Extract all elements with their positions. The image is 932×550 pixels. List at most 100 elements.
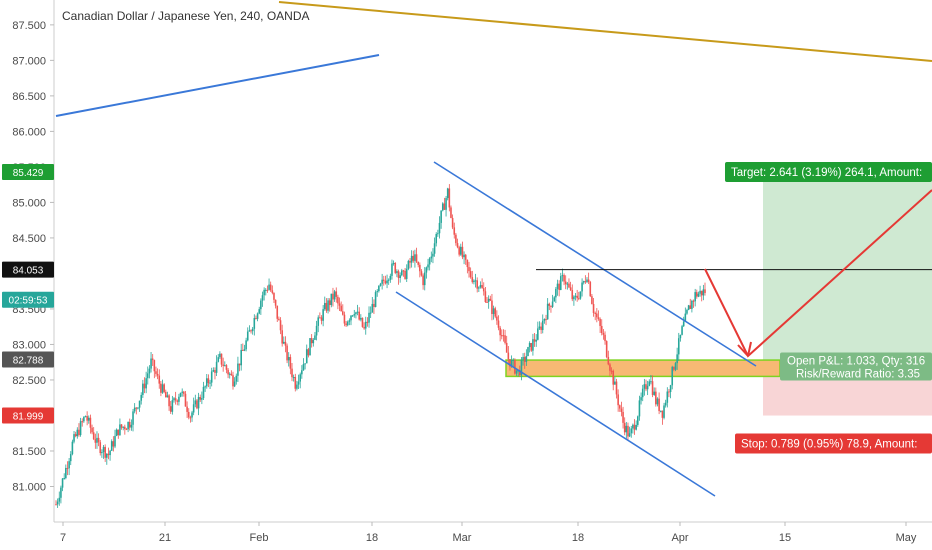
candle-body bbox=[504, 335, 506, 343]
y-tick-label: 82.500 bbox=[12, 375, 46, 387]
candle-body bbox=[197, 397, 200, 409]
candle-body bbox=[104, 446, 106, 458]
candle-body bbox=[273, 292, 275, 300]
candle-body bbox=[679, 334, 682, 339]
candle-body bbox=[369, 312, 372, 314]
channel-lower-line[interactable] bbox=[395, 291, 716, 497]
candle-body bbox=[169, 406, 172, 412]
candle-body bbox=[700, 290, 703, 296]
candle-body bbox=[638, 400, 641, 417]
candle-body bbox=[487, 298, 490, 302]
candle-body bbox=[376, 291, 379, 293]
candle-body bbox=[142, 383, 144, 395]
candle-body bbox=[579, 291, 582, 299]
x-tick-label: 7 bbox=[60, 532, 66, 544]
candle-body bbox=[102, 446, 105, 453]
x-tick-label: 21 bbox=[159, 532, 171, 544]
candle-body bbox=[91, 427, 93, 433]
candle-body bbox=[106, 453, 108, 458]
candle-body bbox=[419, 264, 421, 272]
candle-body bbox=[114, 435, 116, 447]
candle-body bbox=[415, 254, 418, 262]
price-tag-label: 84.053 bbox=[13, 266, 44, 277]
candle-body bbox=[414, 254, 416, 261]
candle-body bbox=[224, 365, 226, 367]
candle-body bbox=[589, 282, 592, 297]
candle-body bbox=[484, 291, 487, 302]
candle-body bbox=[646, 385, 649, 390]
candle-body bbox=[697, 293, 700, 297]
drawings[interactable] bbox=[55, 1, 932, 497]
candle-body bbox=[492, 308, 495, 315]
candle-body bbox=[417, 261, 419, 265]
candle-body bbox=[432, 253, 434, 257]
x-tick-label: 15 bbox=[779, 532, 791, 544]
candle-body bbox=[545, 318, 547, 320]
candle-body bbox=[607, 356, 610, 365]
candle-body bbox=[481, 285, 483, 289]
price-tag bbox=[2, 261, 54, 278]
candle-body bbox=[563, 275, 565, 282]
candle-body bbox=[343, 314, 346, 324]
candle-body bbox=[471, 277, 474, 283]
candle-body bbox=[648, 381, 651, 386]
candle-body bbox=[538, 326, 541, 329]
stop-label-box bbox=[735, 433, 932, 454]
long-trendline[interactable] bbox=[278, 1, 932, 62]
candle-body bbox=[530, 343, 533, 351]
candle-body bbox=[133, 407, 136, 412]
candle-body bbox=[497, 320, 500, 328]
candle-body bbox=[630, 428, 633, 434]
candle-body bbox=[358, 311, 360, 320]
candle-body bbox=[184, 393, 187, 407]
candle-body bbox=[458, 247, 460, 255]
candle-body bbox=[220, 353, 223, 365]
candle-body bbox=[297, 381, 300, 385]
candle-body bbox=[514, 359, 516, 374]
candle-body bbox=[650, 381, 652, 383]
candle-body bbox=[387, 279, 390, 281]
candle-body bbox=[596, 313, 598, 318]
candle-body bbox=[225, 365, 228, 370]
candle-body bbox=[384, 280, 387, 284]
price-tag-label: 82.788 bbox=[13, 356, 44, 367]
y-tick-label: 84.500 bbox=[12, 233, 46, 245]
target-label-box bbox=[725, 161, 932, 182]
candle-body bbox=[140, 394, 143, 401]
candle-body bbox=[615, 381, 618, 395]
candle-body bbox=[79, 421, 82, 436]
candle-body bbox=[274, 299, 277, 306]
candle-body bbox=[161, 384, 164, 393]
candle-body bbox=[655, 391, 657, 405]
support-zone[interactable] bbox=[505, 359, 781, 378]
candle-body bbox=[73, 434, 75, 442]
candle-body bbox=[233, 381, 236, 387]
candle-body bbox=[327, 300, 329, 311]
candle-body bbox=[520, 359, 523, 376]
target-label: Target: 2.641 (3.19%) 264.1, Amount: bbox=[731, 167, 922, 179]
candle-body bbox=[350, 315, 352, 321]
candle-body bbox=[673, 366, 675, 370]
candle-body bbox=[653, 391, 655, 395]
candle-body bbox=[163, 384, 165, 392]
candle-body bbox=[204, 386, 206, 388]
channel-upper-line[interactable] bbox=[433, 161, 757, 367]
candle-body bbox=[586, 279, 588, 282]
candle-body bbox=[640, 397, 642, 401]
candle-body bbox=[112, 441, 115, 447]
candle-body bbox=[286, 345, 288, 361]
candle-body bbox=[681, 326, 683, 335]
candle-body bbox=[340, 305, 342, 312]
candle-body bbox=[535, 339, 537, 342]
candle-body bbox=[668, 391, 670, 393]
price-tag bbox=[2, 407, 54, 424]
candle-body bbox=[165, 391, 167, 398]
upper-trendline[interactable] bbox=[55, 54, 380, 117]
y-tick-label: 81.000 bbox=[12, 481, 46, 493]
chart-title: Canadian Dollar / Japanese Yen, 240, OAN… bbox=[62, 9, 310, 23]
x-tick-label: Apr bbox=[671, 532, 688, 544]
candle-body bbox=[191, 412, 193, 418]
candle-body bbox=[450, 207, 452, 218]
candle-body bbox=[632, 424, 634, 429]
